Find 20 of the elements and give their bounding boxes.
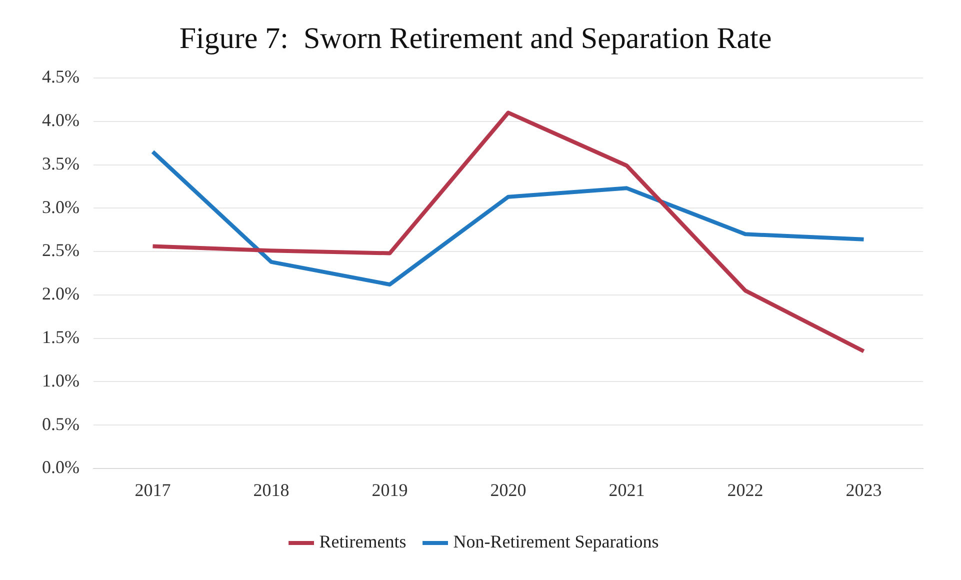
y-tick-label: 1.0%	[42, 370, 80, 390]
y-tick-label: 1.5%	[42, 327, 80, 347]
y-tick-label: 0.5%	[42, 414, 80, 434]
y-tick-label: 2.0%	[42, 284, 80, 304]
x-tick-label: 2022	[727, 480, 764, 500]
chart-title: Figure 7: Sworn Retirement and Separation Rate	[179, 22, 772, 55]
x-tick-label: 2017	[134, 480, 171, 500]
y-tick-label: 4.0%	[42, 110, 80, 130]
x-tick-label: 2020	[490, 480, 526, 500]
x-tick-label: 2023	[846, 480, 882, 500]
x-tick-label: 2021	[608, 480, 645, 500]
legend-label: Non-Retirement Separations	[453, 532, 659, 552]
y-tick-label: 2.5%	[42, 240, 80, 260]
legend-label: Retirements	[319, 532, 406, 552]
x-tick-label: 2019	[372, 480, 408, 500]
y-tick-label: 3.0%	[42, 196, 80, 217]
x-tick-label: 2018	[253, 480, 290, 500]
y-tick-label: 3.5%	[42, 153, 80, 174]
y-tick-label: 0.0%	[42, 457, 80, 478]
y-tick-label: 4.5%	[42, 66, 80, 87]
